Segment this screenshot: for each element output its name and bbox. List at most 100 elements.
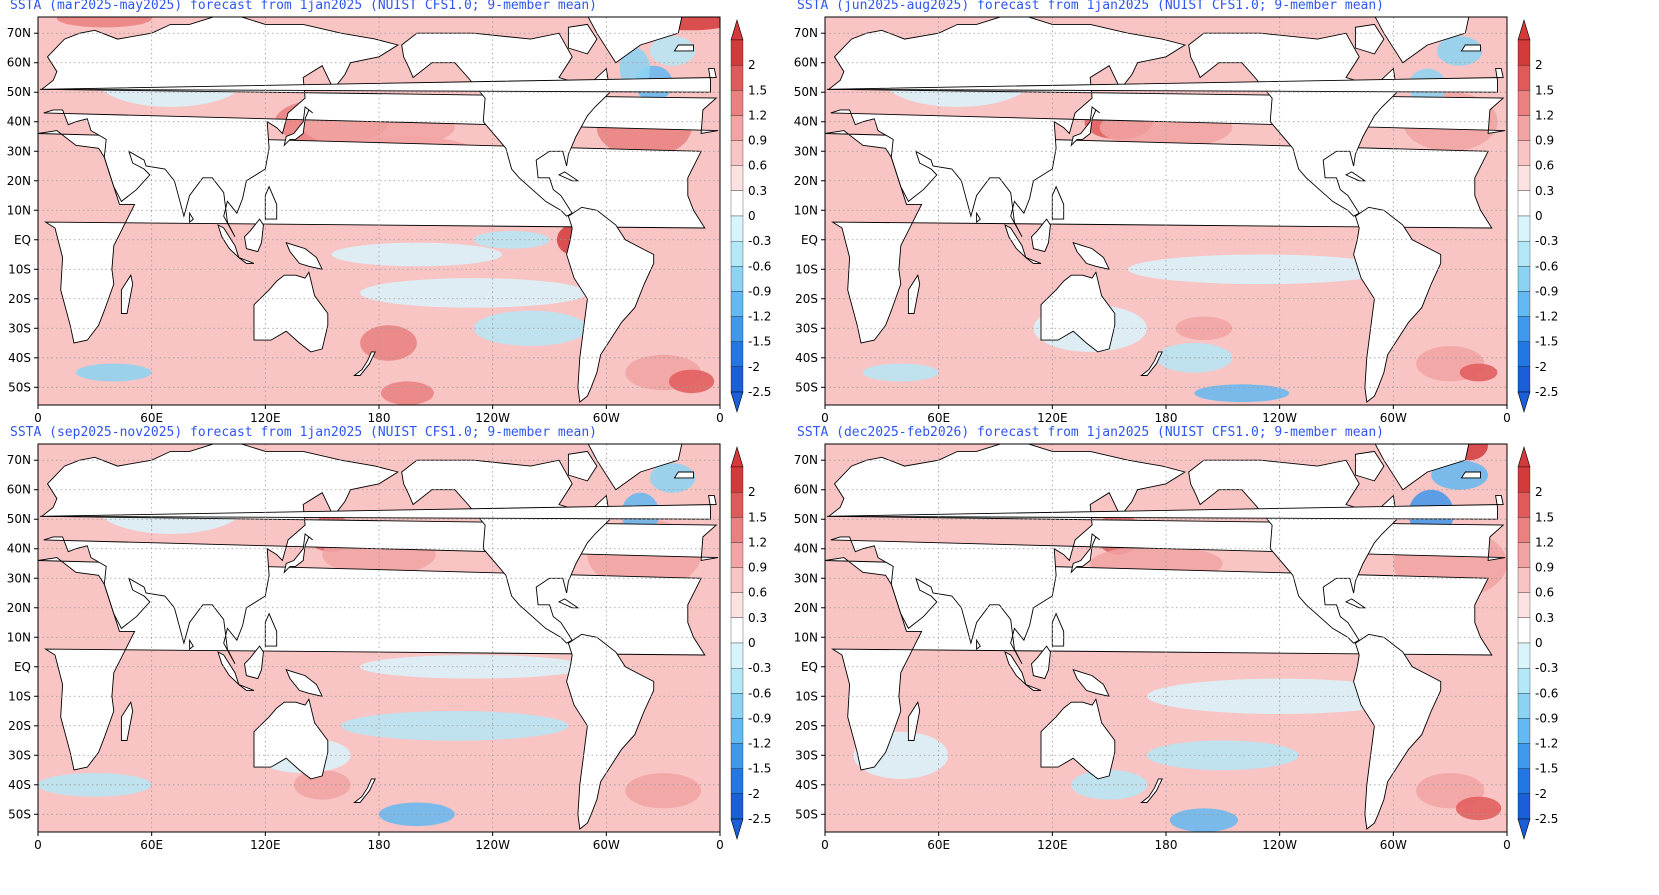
lon-label: 0 [1503, 411, 1511, 425]
land-masses [0, 17, 719, 403]
land-baffin [567, 23, 598, 55]
land-australia [253, 271, 329, 353]
colorbar-label: -0.3 [748, 661, 771, 675]
lat-label: 10N [794, 203, 818, 217]
land-uk [826, 68, 1504, 93]
anomaly-region [360, 655, 588, 679]
colorbar-swatch [1517, 718, 1531, 744]
panel-mar-may-2025: SSTA (mar2025-may2025) forecast from 1ja… [0, 0, 829, 447]
colorbar-swatch [1517, 366, 1531, 393]
lat-label: 20S [795, 719, 818, 733]
colorbar-swatch [1517, 165, 1531, 192]
colorbar-label: -2.5 [1535, 385, 1558, 399]
colorbar-swatch [730, 266, 744, 292]
lat-label: 70N [794, 26, 818, 40]
land-new-zealand [353, 351, 376, 376]
land-java [238, 257, 255, 264]
colorbar-swatch [730, 567, 744, 593]
colorbar-label: 0.6 [1535, 586, 1554, 600]
lon-label: 0 [34, 411, 42, 425]
panel-title: SSTA (jun2025-aug2025) forecast from 1ja… [797, 0, 1384, 13]
lat-label: 20S [795, 292, 818, 306]
anomaly-region [1128, 254, 1394, 285]
lat-label: 30N [794, 571, 818, 585]
lat-label: 10S [795, 262, 818, 276]
colorbar: 2 1.5 1.2 0.9 0.6 0.3 0 -0.3 -0.6 -0.9 -1.2 -1.5 -2 -… [1517, 445, 1558, 841]
colorbar-swatch [730, 64, 744, 91]
colorbar-swatch [1517, 667, 1531, 694]
anomaly-field [38, 444, 720, 832]
anomaly-region [1455, 796, 1502, 821]
land-philippines [1051, 185, 1065, 220]
colorbar-swatch [1517, 617, 1531, 644]
colorbar-swatch [730, 291, 744, 317]
land-iceland [0, 45, 12, 51]
colorbar-swatch [730, 190, 744, 217]
colorbar-label: 0.6 [748, 159, 767, 173]
panel-dec-feb-2026: SSTA (dec2025-feb2026) forecast from 1ja… [787, 425, 1616, 874]
land-philippines [1051, 612, 1065, 647]
colorbar-swatch [1517, 291, 1531, 317]
colorbar-label: -2.5 [748, 812, 771, 826]
colorbar-swatch [730, 542, 744, 568]
lat-label: EQ [14, 233, 31, 247]
colorbar-label: 0.3 [748, 184, 767, 198]
colorbar-label: -1.2 [1535, 737, 1558, 751]
colorbar-swatch [1517, 39, 1531, 66]
lat-label: 60N [7, 56, 31, 70]
land-cuba [1344, 171, 1367, 182]
colorbar-label: 0.3 [1535, 611, 1554, 625]
colorbar-label: -0.3 [748, 234, 771, 248]
lat-label: 70N [7, 26, 31, 40]
colorbar-swatch [1517, 466, 1531, 493]
colorbar-swatch [1517, 693, 1531, 719]
lat-label: 20N [7, 174, 31, 188]
lon-label: 0 [716, 838, 724, 852]
land-japan [1070, 533, 1100, 574]
colorbar-swatch [730, 115, 744, 141]
colorbar-swatch [1517, 743, 1531, 769]
colorbar-swatch [730, 39, 744, 66]
ssta-map: 70N 60N 50N 40N 30N 20N 10N EQ 10S 20S 30S 40S 50S 0 6… [0, 16, 771, 425]
land-cuba [557, 598, 580, 609]
panel-title: SSTA (sep2025-nov2025) forecast from 1ja… [10, 425, 597, 440]
colorbar-label: -1.2 [1535, 310, 1558, 324]
anomaly-region [360, 325, 417, 361]
lon-label: 0 [1503, 838, 1511, 852]
anomaly-region [862, 363, 939, 382]
lat-label: 40S [795, 351, 818, 365]
land-iceland [673, 471, 694, 479]
land-uk [39, 68, 717, 93]
lat-label: 50S [8, 380, 31, 394]
land-borneo [244, 645, 264, 680]
lon-label: 180 [368, 838, 391, 852]
lon-label: 120E [1037, 411, 1068, 425]
colorbar-swatch [730, 341, 744, 368]
colorbar: 2 1.5 1.2 0.9 0.6 0.3 0 -0.3 -0.6 -0.9 -1.2 -1.5 -2 -… [730, 18, 771, 414]
colorbar-label: -2 [748, 360, 760, 374]
lon-label: 120W [475, 411, 510, 425]
lat-label: 50N [7, 85, 31, 99]
land-south-america [1353, 633, 1442, 830]
lat-label: 40N [794, 542, 818, 556]
lat-label: EQ [801, 233, 818, 247]
anomaly-region [56, 17, 152, 28]
colorbar-label: 0.9 [748, 134, 767, 148]
colorbar-bottom-arrow [1517, 391, 1531, 414]
lat-label: 10S [795, 689, 818, 703]
panel-sep-nov-2025: SSTA (sep2025-nov2025) forecast from 1ja… [0, 425, 829, 874]
lon-label: 60W [593, 838, 620, 852]
colorbar: 2 1.5 1.2 0.9 0.6 0.3 0 -0.3 -0.6 -0.9 -1.2 -1.5 -2 -… [1517, 18, 1558, 414]
colorbar-swatch [1517, 316, 1531, 342]
land-madagascar [907, 701, 921, 741]
colorbar-label: -2 [748, 787, 760, 801]
land-australia [1040, 271, 1116, 353]
colorbar-swatch [1517, 90, 1531, 116]
lon-label: 120W [1262, 411, 1297, 425]
colorbar-swatch [1517, 567, 1531, 593]
land-sri-lanka [189, 211, 194, 224]
land-baffin [567, 450, 598, 482]
lat-label: EQ [801, 660, 818, 674]
land-new-zealand [1140, 778, 1163, 803]
lat-label: 20N [794, 601, 818, 615]
